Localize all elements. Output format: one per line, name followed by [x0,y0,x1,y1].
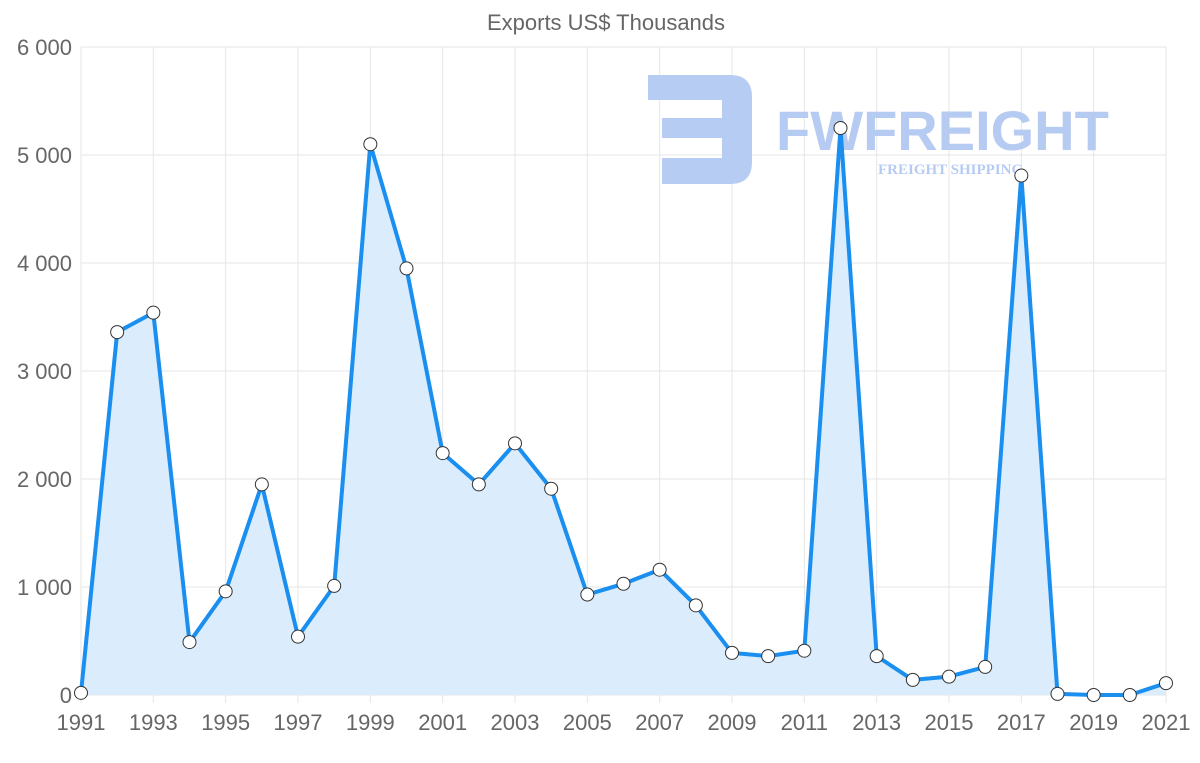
x-tick-label: 2021 [1142,710,1191,735]
y-tick-label: 6 000 [17,35,72,60]
data-point-1996[interactable] [254,477,269,492]
data-point-2015[interactable] [942,669,956,684]
data-point-1995[interactable] [218,584,233,599]
data-point-2013[interactable] [869,649,884,664]
y-tick-label: 5 000 [17,143,72,168]
x-tick-label: 2015 [925,710,974,735]
data-point-2001[interactable] [435,446,450,461]
data-point-1998[interactable] [327,578,342,593]
x-tick-label: 2017 [997,710,1046,735]
data-point-2007[interactable] [652,562,667,577]
data-point-2016[interactable] [978,659,993,674]
y-tick-label: 4 000 [17,251,72,276]
logo-brand: FWFREIGHT [776,99,1109,162]
x-tick-label: 2011 [781,710,828,735]
x-tick-label: 2001 [418,710,467,735]
data-point-2020[interactable] [1122,688,1137,702]
x-tick-label: 2003 [491,710,540,735]
data-point-2009[interactable] [725,645,739,660]
chart-title: Exports US$ Thousands [487,10,725,35]
x-tick-label: 1997 [274,710,323,735]
data-point-2012[interactable] [833,121,848,135]
x-tick-label: 1993 [129,710,178,735]
data-point-1997[interactable] [291,629,305,644]
series-exports [74,121,1173,702]
axes: 0 1 000 2 000 3 000 4 000 5 000 6 000 1991 1993 1… [17,35,1191,735]
x-tick-label: 1995 [201,710,250,735]
data-point-2000[interactable] [399,261,414,276]
x-tick-label: 1991 [57,710,106,735]
logo-tagline: FREIGHT SHIPPING [878,162,1023,178]
x-tick-label: 2009 [708,710,757,735]
data-point-2019[interactable] [1086,688,1101,702]
data-point-2004[interactable] [544,481,559,496]
x-tick-label: 2019 [1069,710,1118,735]
data-point-2018[interactable] [1050,686,1065,701]
x-tick-label: 2007 [635,710,684,735]
y-tick-label: 0 [60,683,72,708]
x-tick-label: 2013 [852,710,901,735]
x-tick-label: 2005 [563,710,612,735]
data-point-2006[interactable] [616,576,631,591]
x-tick-label: 1999 [346,710,395,735]
data-point-2010[interactable] [761,649,776,664]
data-point-2003[interactable] [508,436,522,451]
data-point-1999[interactable] [363,137,378,152]
data-point-1994[interactable] [182,635,197,650]
y-tick-label: 3 000 [17,359,72,384]
data-point-1992[interactable] [110,325,125,340]
data-point-2017[interactable] [1014,168,1029,183]
data-point-1991[interactable] [74,685,88,700]
y-tick-label: 2 000 [17,467,72,492]
fwfreight-logo: FWFREIGHT FREIGHT SHIPPING [648,75,1109,184]
data-point-1993[interactable] [146,305,161,320]
data-point-2014[interactable] [905,672,920,687]
area-fill [81,128,1166,695]
data-point-2011[interactable] [797,643,812,658]
data-point-2005[interactable] [580,587,595,602]
data-point-2008[interactable] [688,598,703,613]
data-point-2002[interactable] [471,477,486,492]
data-point-2021[interactable] [1159,676,1173,691]
y-tick-label: 1 000 [17,575,72,600]
